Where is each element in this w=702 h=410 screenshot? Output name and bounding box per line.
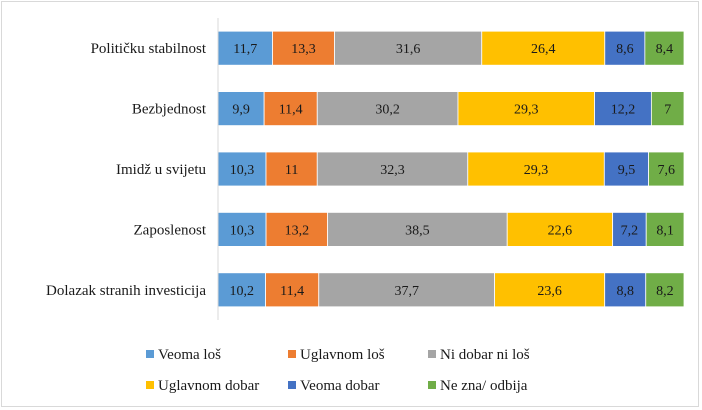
legend-label: Veoma loš (158, 347, 221, 363)
bar-segment (645, 211, 685, 247)
legend-label: Veoma dobar (300, 378, 380, 394)
legend: Veoma loš Uglavnom loš Ni dobar ni loš Ugla… (146, 347, 530, 394)
bar-segment (494, 272, 606, 308)
category-label: Političku stabilnost (91, 41, 207, 57)
data-label: 8,4 (656, 42, 674, 57)
data-label: 10,2 (230, 284, 255, 299)
data-label: 38,5 (405, 223, 430, 238)
data-label: 31,6 (396, 42, 421, 57)
bar-segment (481, 30, 606, 66)
legend-label: Ne zna/ odbija (440, 378, 528, 394)
data-label: 11,4 (280, 284, 304, 299)
bar-segment (263, 91, 318, 126)
legend-label: Ni dobar ni loš (440, 347, 530, 363)
category-label: Imidž u svijetu (116, 162, 206, 178)
data-label: 12,2 (611, 103, 636, 118)
data-label: 8,1 (656, 223, 674, 238)
category-label: Bezbjednost (132, 102, 207, 118)
bar-segment (650, 91, 685, 126)
data-label: 29,3 (514, 103, 539, 118)
data-label: 11,7 (233, 42, 257, 57)
bar-segment (467, 151, 605, 187)
bar-segment (217, 30, 273, 66)
data-label: 26,4 (531, 42, 556, 57)
bar-segment (265, 211, 329, 247)
data-label: 7 (664, 103, 671, 118)
legend-swatch (428, 350, 436, 358)
data-label: 8,6 (616, 42, 634, 57)
bar-segment (318, 272, 496, 308)
category-label: Zaposlenost (134, 222, 207, 238)
bar-segment (644, 30, 685, 66)
data-label: 10,3 (230, 163, 255, 178)
legend-swatch (146, 381, 154, 389)
bar-segment (645, 272, 685, 308)
data-label: 7,6 (658, 163, 676, 178)
bar-segment (506, 211, 614, 247)
bar-segment (316, 151, 469, 187)
bar-segment (604, 30, 646, 66)
data-label: 9,9 (232, 103, 250, 118)
bar-segment (316, 91, 459, 126)
labels-layer: Političku stabilnost 11,7 13,3 31,6 26,4 8,6 8… (46, 41, 675, 299)
data-label: 37,7 (394, 284, 419, 299)
legend-swatch (288, 350, 296, 358)
data-label: 7,2 (621, 223, 639, 238)
data-label: 11,4 (279, 103, 303, 118)
bar-segment (217, 211, 267, 247)
data-label: 10,3 (230, 223, 255, 238)
data-label: 23,6 (537, 284, 562, 299)
data-label: 13,3 (291, 42, 316, 57)
bar-segment (217, 151, 267, 187)
data-label: 9,5 (618, 163, 636, 178)
bar-segment (272, 30, 335, 66)
legend-label: Uglavnom loš (300, 347, 385, 363)
bar-segment (327, 211, 508, 247)
bar-segment (334, 30, 483, 66)
category-label: Dolazak stranih investicija (46, 283, 206, 299)
data-label: 11 (285, 163, 298, 178)
data-label: 32,3 (380, 163, 405, 178)
legend-swatch (288, 381, 296, 389)
data-label: 30,2 (375, 103, 400, 118)
legend-label: Uglavnom dobar (158, 378, 259, 394)
data-label: 22,6 (548, 223, 573, 238)
data-label: 8,8 (616, 284, 634, 299)
legend-swatch (428, 381, 436, 389)
bar-segment (594, 91, 652, 126)
data-label: 8,2 (656, 284, 674, 299)
data-label: 29,3 (524, 163, 549, 178)
data-label: 13,2 (285, 223, 310, 238)
bar-segment (603, 151, 649, 187)
bar-segment (265, 272, 320, 308)
legend-swatch (146, 350, 154, 358)
bars-layer (217, 30, 685, 308)
bar-segment (648, 151, 685, 187)
